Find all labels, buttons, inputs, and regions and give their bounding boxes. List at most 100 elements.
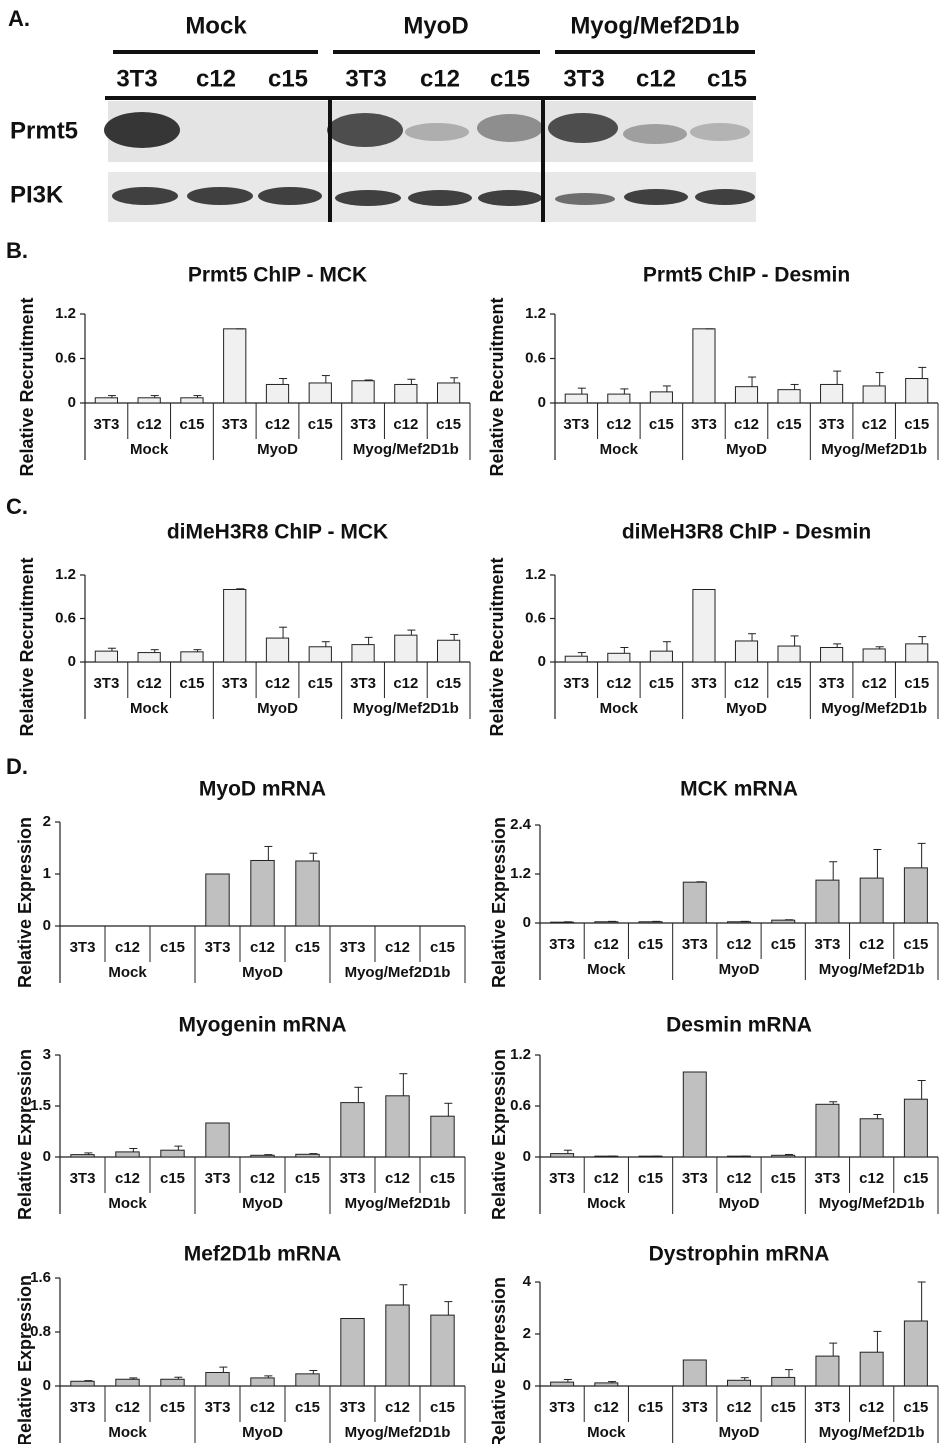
bar — [266, 638, 288, 662]
group-label: MyoD — [726, 441, 767, 458]
group-label: Mock — [130, 700, 169, 717]
bar — [181, 398, 203, 403]
error-bar — [873, 1331, 881, 1352]
x-tick-label: c12 — [594, 1170, 619, 1187]
x-tick-label: c15 — [430, 939, 455, 956]
blot-lane: c15 — [490, 65, 530, 92]
x-tick-label: c15 — [771, 936, 796, 953]
x-tick-label: c12 — [250, 1399, 275, 1416]
group-label: Mock — [587, 1424, 626, 1441]
bar — [437, 383, 459, 403]
bar — [904, 868, 927, 923]
bar — [860, 1119, 883, 1157]
x-tick-label: 3T3 — [350, 416, 376, 433]
group-label: Mock — [600, 700, 639, 717]
x-tick-label: 3T3 — [549, 1170, 575, 1187]
band — [624, 189, 688, 205]
bar — [821, 648, 843, 663]
blot-lane: 3T3 — [563, 65, 604, 92]
bar — [309, 647, 331, 662]
x-tick-label: 3T3 — [93, 675, 119, 692]
bar — [904, 1099, 927, 1157]
bar — [386, 1305, 409, 1386]
error-bar — [444, 1103, 452, 1116]
x-tick-label: 3T3 — [682, 1170, 708, 1187]
x-tick-label: c15 — [638, 936, 663, 953]
bar — [565, 656, 587, 662]
bar — [639, 922, 662, 923]
group-label: MyoD — [242, 1424, 283, 1441]
band — [405, 123, 469, 141]
error-bar — [322, 642, 330, 647]
group-label: MyoD — [257, 441, 298, 458]
x-tick-label: c12 — [250, 1170, 275, 1187]
x-tick-label: 3T3 — [815, 1170, 841, 1187]
x-tick-label: 3T3 — [682, 936, 708, 953]
error-bar — [873, 1115, 881, 1119]
error-bar — [876, 373, 884, 386]
y-axis-label: Relative Recruitment — [487, 557, 507, 736]
x-tick-label: c12 — [859, 936, 884, 953]
bar — [693, 329, 715, 403]
bar-chart: Desmin mRNARelative Expression00.61.2Moc… — [489, 1014, 938, 1221]
bar — [296, 861, 319, 926]
group-label: Mock — [108, 1195, 147, 1212]
band — [690, 123, 750, 141]
x-tick-label: c12 — [726, 936, 751, 953]
y-tick-label: 4 — [523, 1273, 532, 1290]
error-bar — [918, 1282, 926, 1321]
y-tick-label: 0 — [523, 1148, 531, 1165]
x-tick-label: 3T3 — [205, 939, 231, 956]
x-tick-label: 3T3 — [93, 416, 119, 433]
bar — [595, 922, 618, 923]
bar — [296, 1154, 319, 1157]
error-bar — [918, 843, 926, 868]
y-tick-label: 0.8 — [30, 1323, 51, 1340]
x-tick-label: c15 — [436, 675, 461, 692]
bar — [735, 641, 757, 662]
bar — [181, 652, 203, 662]
band — [695, 189, 755, 205]
bar — [551, 1154, 574, 1157]
error-bar — [918, 637, 926, 644]
y-tick-label: 2 — [523, 1325, 531, 1342]
bar — [395, 384, 417, 403]
error-bar — [873, 850, 881, 879]
group-label: Myog/Mef2D1b — [353, 700, 459, 717]
group-label: Myog/Mef2D1b — [821, 700, 927, 717]
bar — [728, 922, 751, 923]
bar — [683, 1072, 706, 1157]
bar — [816, 880, 839, 923]
bar — [693, 590, 715, 663]
x-tick-label: c15 — [295, 1170, 320, 1187]
x-tick-label: c12 — [115, 939, 140, 956]
y-tick-label: 0 — [43, 1148, 51, 1165]
bar — [728, 1380, 751, 1386]
x-tick-label: 3T3 — [340, 1170, 366, 1187]
x-tick-label: 3T3 — [340, 939, 366, 956]
bar — [266, 384, 288, 403]
error-bar — [829, 1343, 837, 1356]
y-tick-label: 0 — [43, 917, 51, 934]
band — [327, 113, 403, 147]
y-tick-label: 2 — [43, 813, 51, 830]
x-tick-label: 3T3 — [563, 675, 589, 692]
x-tick-label: c15 — [160, 939, 185, 956]
group-label: Mock — [108, 964, 147, 981]
blot-lane: c12 — [196, 65, 236, 92]
panel-label: D. — [6, 754, 28, 779]
x-tick-label: c15 — [179, 416, 204, 433]
bar-chart: MyoD mRNARelative Expression012MockMyoDM… — [15, 778, 465, 989]
error-bar — [620, 389, 628, 394]
x-tick-label: 3T3 — [691, 416, 717, 433]
error-bar — [365, 637, 373, 644]
error-bar — [791, 384, 799, 389]
bar — [95, 651, 117, 662]
x-tick-label: 3T3 — [205, 1170, 231, 1187]
bar — [860, 1352, 883, 1386]
y-axis-label: Relative Recruitment — [17, 557, 37, 736]
x-tick-label: c12 — [726, 1170, 751, 1187]
error-bar — [309, 1370, 317, 1373]
y-tick-label: 0.6 — [55, 609, 76, 626]
bar — [431, 1116, 454, 1157]
